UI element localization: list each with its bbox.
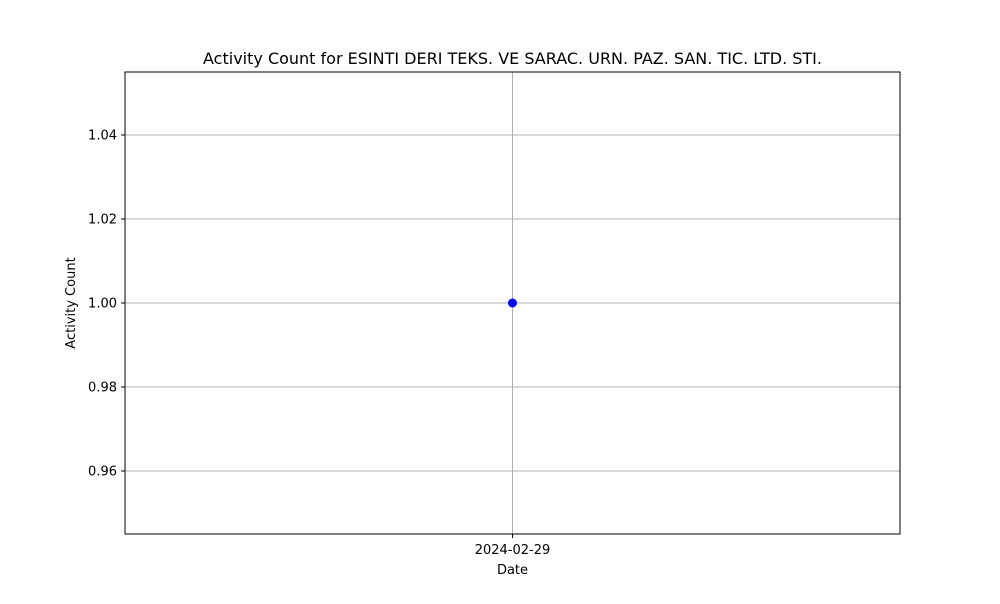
y-tick-label: 1.04 <box>88 129 117 144</box>
y-tick-label: 0.96 <box>88 465 117 480</box>
y-tick-label: 1.00 <box>88 297 117 312</box>
x-axis-label: Date <box>497 563 528 578</box>
chart-title: Activity Count for ESINTI DERI TEKS. VE … <box>203 49 822 68</box>
y-tick-label: 0.98 <box>88 381 117 396</box>
data-point <box>508 298 517 308</box>
y-axis-label: Activity Count <box>64 257 79 348</box>
data-series <box>508 298 517 308</box>
axis-ticks: 0.96 0.98 1.00 1.02 1.04 2024-02-29 <box>88 129 550 559</box>
y-tick-label: 1.02 <box>88 213 117 228</box>
x-tick-label: 2024-02-29 <box>475 543 551 558</box>
